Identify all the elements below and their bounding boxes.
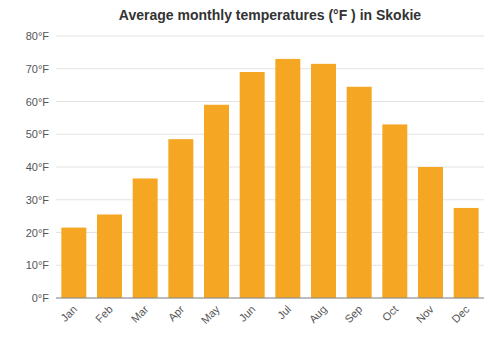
x-tick-label: Oct bbox=[380, 303, 401, 324]
x-tick-label: Jun bbox=[237, 303, 258, 324]
bar bbox=[204, 105, 229, 298]
chart: Average monthly temperatures (°F ) in Sk… bbox=[0, 0, 500, 350]
grid-line bbox=[56, 134, 484, 135]
bar bbox=[240, 72, 265, 298]
bar bbox=[311, 64, 336, 298]
bar bbox=[97, 214, 122, 298]
y-tick-label: 70°F bbox=[26, 63, 50, 75]
bar bbox=[347, 87, 372, 298]
x-tick-label: Feb bbox=[93, 303, 115, 325]
grid-line bbox=[56, 68, 484, 69]
y-tick-label: 80°F bbox=[26, 30, 50, 42]
bar bbox=[168, 139, 193, 298]
bar bbox=[418, 167, 443, 298]
bar bbox=[275, 59, 300, 298]
bar bbox=[133, 178, 158, 298]
x-tick-label: Aug bbox=[307, 303, 329, 325]
y-tick-label: 40°F bbox=[26, 161, 50, 173]
y-grid bbox=[56, 36, 484, 298]
x-tick-label: Apr bbox=[166, 303, 187, 324]
bar bbox=[382, 124, 407, 298]
grid-line bbox=[56, 298, 484, 299]
x-tick-label: May bbox=[199, 303, 223, 327]
y-tick-label: 60°F bbox=[26, 96, 50, 108]
x-tick-label: Sep bbox=[342, 303, 364, 325]
bar bbox=[454, 208, 479, 298]
grid-line bbox=[56, 36, 484, 37]
y-tick-label: 50°F bbox=[26, 128, 50, 140]
background bbox=[0, 0, 500, 350]
x-tick-label: Mar bbox=[129, 303, 151, 325]
x-tick-label: Nov bbox=[414, 303, 437, 326]
y-tick-label: 20°F bbox=[26, 227, 50, 239]
x-axis-line bbox=[56, 298, 484, 299]
x-tick-label: Jan bbox=[58, 303, 79, 324]
title: Average monthly temperatures (°F ) in Sk… bbox=[119, 7, 421, 23]
grid-line bbox=[56, 101, 484, 102]
y-tick-label: 0°F bbox=[32, 292, 50, 304]
x-tick-label: Jul bbox=[275, 303, 293, 321]
y-tick-label: 10°F bbox=[26, 259, 50, 271]
bar bbox=[61, 228, 86, 298]
y-tick-label: 30°F bbox=[26, 194, 50, 206]
x-tick-label: Dec bbox=[449, 303, 472, 326]
